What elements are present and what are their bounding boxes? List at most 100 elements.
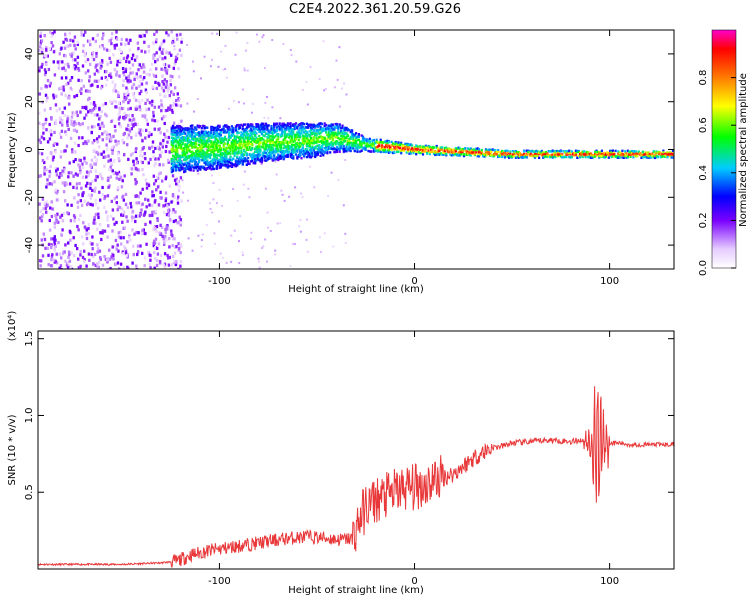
spectrogram-cell bbox=[206, 149, 209, 152]
spectrogram-cell bbox=[180, 53, 183, 57]
spectrogram-cell bbox=[72, 51, 76, 55]
spectrogram-cell bbox=[240, 147, 243, 150]
spectrogram-cell bbox=[343, 82, 346, 85]
spectrogram-cell bbox=[164, 85, 168, 89]
spectrogram-cell bbox=[181, 139, 184, 143]
spectrogram-cell bbox=[276, 222, 279, 225]
spectrogram-cell bbox=[159, 93, 162, 97]
spectrogram-cell bbox=[599, 153, 602, 156]
spectrogram-cell bbox=[94, 162, 97, 166]
spectrogram-cell bbox=[551, 153, 554, 156]
spectrogram-cell bbox=[143, 34, 146, 38]
spectrogram-cell bbox=[397, 150, 400, 153]
spectrogram-cell bbox=[79, 253, 82, 257]
spectrogram-cell bbox=[264, 187, 267, 190]
spectrogram-cell bbox=[244, 151, 247, 154]
spectrogram-cell bbox=[62, 190, 66, 194]
spectrogram-cell bbox=[273, 141, 276, 144]
spectrogram-cell bbox=[383, 140, 386, 143]
spectrogram-cell bbox=[211, 32, 214, 35]
spectrogram-cell bbox=[299, 145, 302, 148]
spectrogram-cell bbox=[254, 138, 257, 141]
spectrogram-cell bbox=[226, 130, 229, 134]
spectrogram-cell bbox=[129, 71, 132, 75]
spectrogram-cell bbox=[110, 137, 113, 141]
spectrogram-cell bbox=[566, 152, 569, 155]
spectrogram-cell bbox=[160, 42, 163, 46]
spectrogram-cell bbox=[270, 140, 273, 143]
spectrogram-cell bbox=[271, 141, 274, 144]
spectrogram-cell bbox=[41, 213, 45, 217]
spectrogram-cell bbox=[45, 54, 48, 58]
spectrogram-cell bbox=[237, 123, 240, 127]
spectrogram-cell bbox=[304, 137, 307, 140]
spectrogram-cell bbox=[192, 153, 195, 156]
spectrogram-cell bbox=[195, 150, 198, 153]
spectrogram-cell bbox=[202, 124, 205, 128]
spectrogram-cell bbox=[89, 241, 92, 245]
spectrogram-cell bbox=[117, 141, 120, 145]
spectrogram-cell bbox=[187, 237, 190, 240]
spectrogram-cell bbox=[189, 156, 192, 159]
spectrogram-cell bbox=[124, 251, 128, 255]
spectrogram-cell bbox=[315, 133, 318, 137]
spectrogram-cell bbox=[323, 141, 326, 144]
spectrogram-cell bbox=[73, 95, 76, 99]
spectrogram-cell bbox=[226, 158, 229, 162]
spectrogram-cell bbox=[55, 220, 58, 224]
spectrogram-cell bbox=[187, 136, 190, 140]
spectrogram-cell bbox=[171, 234, 174, 238]
spectrogram-cell bbox=[61, 228, 64, 232]
spectrogram-cell bbox=[215, 148, 218, 152]
spectrogram-cell bbox=[63, 53, 66, 58]
spectrogram-cell bbox=[162, 163, 165, 167]
spectrogram-cell bbox=[52, 96, 56, 100]
spectrogram-cell bbox=[153, 227, 157, 231]
spectrogram-cell bbox=[157, 203, 161, 207]
spectrogram-cell bbox=[60, 86, 63, 90]
spectrogram-cell bbox=[160, 103, 163, 107]
spectrogram-cell bbox=[245, 159, 248, 162]
spectrogram-cell bbox=[180, 245, 183, 248]
spectrogram-cell bbox=[93, 155, 97, 159]
spectrogram-cell bbox=[73, 112, 76, 116]
spectrogram-cell bbox=[406, 148, 410, 151]
spectrogram-cell bbox=[594, 152, 597, 155]
spectrogram-cell bbox=[333, 125, 336, 128]
spectrogram-cell bbox=[151, 99, 154, 103]
spectrogram-cell bbox=[278, 125, 281, 129]
spectrogram-cell bbox=[487, 148, 490, 151]
spectrogram-cell bbox=[247, 133, 250, 136]
spectrogram-cell bbox=[141, 202, 144, 206]
spectrogram-cell bbox=[92, 101, 96, 105]
spectrogram-cell bbox=[279, 117, 282, 120]
spectrogram-cell bbox=[281, 151, 284, 154]
spectrogram-cell bbox=[267, 131, 270, 134]
spectrogram-cell bbox=[178, 169, 182, 172]
spectrogram-cell bbox=[96, 243, 99, 247]
spectrogram-cell bbox=[301, 122, 304, 125]
spectrogram-cell bbox=[191, 133, 194, 136]
spectrogram-cell bbox=[232, 133, 235, 136]
spectrogram-cell bbox=[144, 136, 147, 140]
spectrogram-cell bbox=[247, 148, 250, 151]
spectrogram-cell bbox=[570, 155, 573, 158]
spectrogram-cell bbox=[585, 153, 588, 157]
spectrogram-cell bbox=[191, 165, 194, 169]
spectrogram-cell bbox=[178, 140, 182, 143]
spectrogram-cell bbox=[447, 147, 451, 151]
spectrogram-cell bbox=[176, 132, 179, 135]
spectrogram-cell bbox=[61, 219, 64, 223]
spectrogram-cell bbox=[172, 92, 175, 97]
spectrogram-cell bbox=[251, 137, 254, 141]
spectrogram-cell bbox=[153, 239, 156, 243]
spectrogram-cell bbox=[192, 166, 195, 169]
spectrogram-cell bbox=[115, 73, 118, 77]
spectrogram-cell bbox=[307, 138, 310, 141]
spectrogram-cell bbox=[74, 67, 77, 71]
spectrogram-cell bbox=[78, 165, 81, 169]
spectrogram-cell bbox=[94, 263, 97, 267]
spectrogram-cell bbox=[221, 256, 224, 259]
spectrogram-cell bbox=[123, 174, 126, 178]
spectrogram-cell bbox=[635, 155, 638, 158]
